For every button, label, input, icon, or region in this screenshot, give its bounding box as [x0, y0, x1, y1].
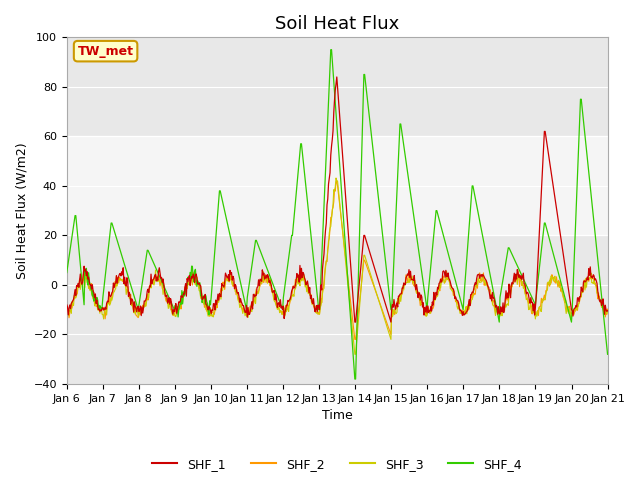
Bar [67, 136, 607, 235]
X-axis label: Time: Time [322, 409, 353, 422]
Y-axis label: Soil Heat Flux (W/m2): Soil Heat Flux (W/m2) [15, 143, 28, 279]
Title: Soil Heat Flux: Soil Heat Flux [275, 15, 399, 33]
Text: TW_met: TW_met [77, 45, 134, 58]
Legend: SHF_1, SHF_2, SHF_3, SHF_4: SHF_1, SHF_2, SHF_3, SHF_4 [147, 453, 527, 476]
